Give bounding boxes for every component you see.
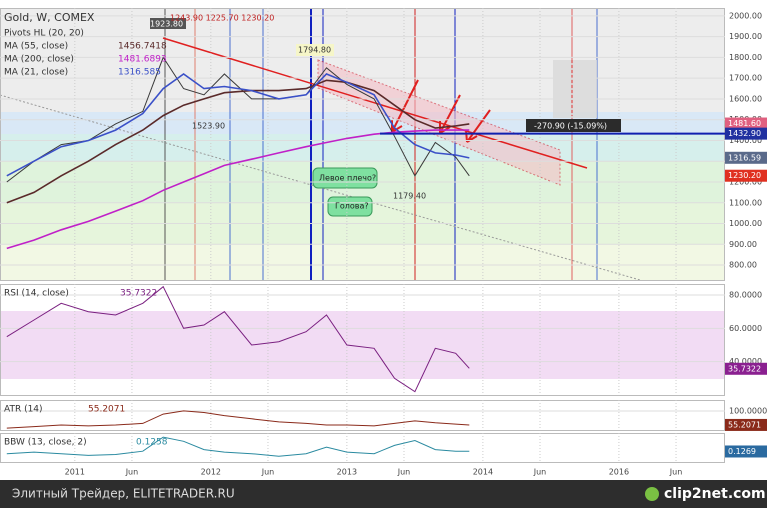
series-line xyxy=(6,410,470,429)
annotation: -270.90 (-15.09%) xyxy=(534,122,607,131)
x-tick-label: 2016 xyxy=(609,468,629,477)
panel-value: 55.2071 xyxy=(88,405,125,415)
x-tick-label: 2011 xyxy=(65,468,85,477)
arrows xyxy=(391,79,491,143)
y-tick-label: 1200.00 xyxy=(729,177,762,186)
value-tag xyxy=(725,362,767,375)
annotation-bg xyxy=(526,119,621,132)
legend-value: 1481.6893 xyxy=(118,55,167,65)
series-line xyxy=(6,285,470,393)
series-line xyxy=(6,73,470,177)
x-tick-label: 2014 xyxy=(473,468,493,477)
y-tick-label: 2000.00 xyxy=(729,11,762,20)
price-tag-label: 1230.20 xyxy=(728,171,761,180)
value-tag-label: 0.1269 xyxy=(728,447,756,456)
y-tick-label: 1900.00 xyxy=(729,32,762,41)
bubbles xyxy=(312,167,378,217)
annotation: 1923.80 xyxy=(150,20,183,29)
legend-value: 1316.585 xyxy=(118,68,161,78)
price-tag-label: 1316.59 xyxy=(728,153,761,162)
y-tick-label: 1400.00 xyxy=(729,136,762,145)
value-tag xyxy=(725,418,767,431)
panel-borders xyxy=(0,8,725,463)
y-tick-label: 40.0000 xyxy=(729,357,762,366)
y-tick-label: 1800.00 xyxy=(729,53,762,62)
price-tag-label: 1432.90 xyxy=(728,129,761,138)
panel-value: 0.1258 xyxy=(136,438,168,448)
value-tag-label: 35.7322 xyxy=(728,364,761,373)
annotation-bg xyxy=(150,18,186,29)
x-tick-label: Jun xyxy=(125,468,139,477)
y-tick-label: 1600.00 xyxy=(729,94,762,103)
annotation: Левое плечо? xyxy=(319,174,376,183)
fib-bands xyxy=(0,8,725,280)
y-tick-label: 800.00 xyxy=(729,261,757,270)
value-tag-label: 55.2071 xyxy=(728,420,761,429)
x-tick-label: Jun xyxy=(397,468,411,477)
x-tick-label: Jun xyxy=(261,468,275,477)
series-line xyxy=(6,436,470,457)
price-tag xyxy=(725,127,767,140)
trend-line xyxy=(162,37,588,169)
y-tick-label: 1100.00 xyxy=(729,198,762,207)
x-tick-label: Jun xyxy=(533,468,547,477)
y-tick-label: 900.00 xyxy=(729,240,757,249)
series-line xyxy=(6,129,470,250)
price-tag xyxy=(725,117,767,130)
annotation: 1523.90 xyxy=(192,122,225,131)
logo xyxy=(645,487,659,501)
footer-left: Элитный Трейдер, ELITETRADER.RU xyxy=(12,487,235,501)
x-tick-label: Jun xyxy=(669,468,683,477)
chart-title: Gold, W, COMEX xyxy=(4,11,95,24)
panel-title: RSI (14, close) xyxy=(4,289,69,299)
x-tick-label: 2013 xyxy=(337,468,357,477)
legend-name: MA (55, close) xyxy=(4,42,68,52)
panel-value: 35.7322 xyxy=(120,289,157,299)
panel-title: ATR (14) xyxy=(4,405,43,415)
annotation: Голова? xyxy=(335,202,369,211)
annotation: 1794.80 xyxy=(298,46,331,55)
annotation: 1243.90 1225.70 1230.20 xyxy=(170,14,274,23)
annotation: 1179.40 xyxy=(393,192,426,201)
footer-right: clip2net.com xyxy=(664,486,766,502)
y-tick-label: 1000.00 xyxy=(729,219,762,228)
legend-name: MA (21, close) xyxy=(4,68,68,78)
y-tick-label: 80.0000 xyxy=(729,291,762,300)
y-tick-label: 100.0000 xyxy=(729,406,767,415)
annotation-bg xyxy=(296,44,334,56)
series-line xyxy=(6,56,470,183)
footer-bar xyxy=(0,480,767,508)
legend-value: 1456.7418 xyxy=(118,42,167,52)
value-tag xyxy=(725,445,767,458)
price-tag xyxy=(725,169,767,182)
price-tag xyxy=(725,151,767,164)
legend-name: MA (200, close) xyxy=(4,55,74,65)
y-tick-label: 60.0000 xyxy=(729,324,762,333)
x-tick-label: 2012 xyxy=(201,468,221,477)
panel-title: BBW (13, close, 2) xyxy=(4,438,87,448)
subtitle: Pivots HL (20, 20) xyxy=(4,29,84,39)
rsi-band xyxy=(0,311,725,379)
price-tag-label: 1481.60 xyxy=(728,119,761,128)
measure-box xyxy=(553,60,597,118)
y-tick-label: 1700.00 xyxy=(729,74,762,83)
